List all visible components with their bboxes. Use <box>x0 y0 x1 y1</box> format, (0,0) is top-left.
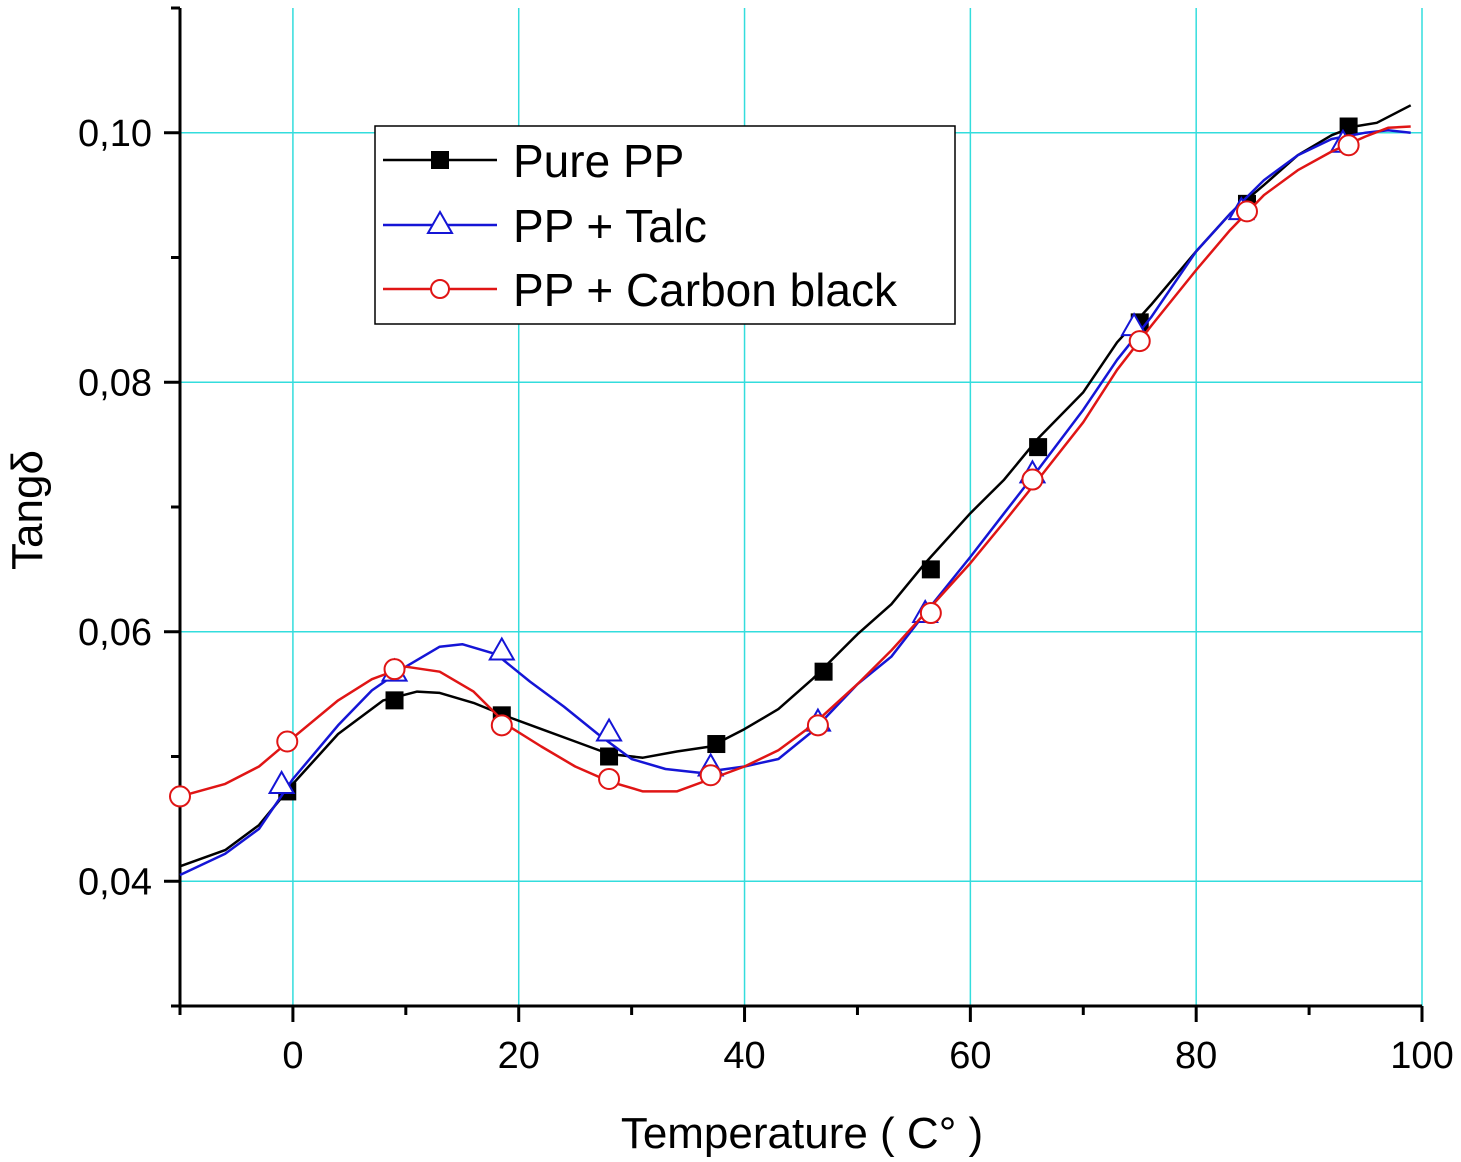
legend-marker-pp-carbon-black <box>430 279 450 299</box>
x-tick-label-4: 80 <box>1175 1035 1217 1077</box>
data-point-pp-carbon-black-11 <box>1337 134 1360 157</box>
y-tick-labels: 0,04 0,06 0,08 0,10 <box>78 113 152 904</box>
y-tick-label-2: 0,08 <box>78 362 152 404</box>
x-tick-label-1: 20 <box>498 1035 540 1077</box>
legend-marker-pp-talc <box>426 209 454 234</box>
series-group <box>169 104 1412 877</box>
data-point-pure-pp-1 <box>385 691 404 710</box>
legend-label-pure-pp: Pure PP <box>513 135 684 187</box>
x-tick-labels: 0 20 40 60 80 100 <box>282 1035 1453 1077</box>
x-tick-label-5: 100 <box>1390 1035 1453 1077</box>
data-point-pp-talc-2 <box>488 636 516 661</box>
data-point-pp-carbon-black-6 <box>806 714 829 737</box>
x-tick-label-0: 0 <box>282 1035 303 1077</box>
data-point-pp-talc-0 <box>267 769 296 794</box>
legend-label-pp-talc: PP + Talc <box>513 200 707 252</box>
data-point-pp-carbon-black-5 <box>699 764 722 787</box>
data-point-pure-pp-6 <box>921 560 940 579</box>
x-tick-label-3: 60 <box>949 1035 991 1077</box>
data-point-pp-carbon-black-3 <box>490 714 513 737</box>
data-point-pp-carbon-black-2 <box>383 658 406 681</box>
data-point-pp-carbon-black-4 <box>598 767 621 790</box>
data-point-pp-carbon-black-1 <box>276 730 299 753</box>
data-point-pure-pp-7 <box>1029 438 1048 457</box>
data-point-pp-carbon-black-0 <box>169 785 191 808</box>
legend-entry-pp-talc: PP + Talc <box>383 200 707 252</box>
data-point-pure-pp-4 <box>707 735 726 754</box>
y-tick-label-1: 0,06 <box>78 612 152 654</box>
data-point-pure-pp-5 <box>814 662 833 681</box>
legend-label-pp-carbon-black: PP + Carbon black <box>513 264 898 316</box>
legend-entry-pp-carbon-black: PP + Carbon black <box>383 264 898 316</box>
y-tick-label-3: 0,10 <box>78 113 152 155</box>
data-point-pp-carbon-black-10 <box>1235 200 1258 223</box>
legend-entry-pure-pp: Pure PP <box>383 135 684 187</box>
x-tick-label-2: 40 <box>723 1035 765 1077</box>
y-axis-title: Tangδ <box>3 450 52 570</box>
y-tick-label-0: 0,04 <box>78 861 152 903</box>
series-pp-carbon-black <box>169 125 1411 808</box>
legend-marker-pure-pp <box>431 151 449 169</box>
data-point-pure-pp-3 <box>600 747 619 766</box>
data-point-pp-carbon-black-7 <box>919 602 942 625</box>
data-point-pp-carbon-black-8 <box>1021 468 1044 491</box>
x-axis-title: Temperature ( C° ) <box>621 1109 983 1158</box>
data-point-pp-carbon-black-9 <box>1128 330 1151 353</box>
axis-ticks <box>164 6 1424 1022</box>
data-point-pp-talc-3 <box>595 717 623 742</box>
legend: Pure PP PP + Talc PP + Carbon black <box>374 125 956 325</box>
